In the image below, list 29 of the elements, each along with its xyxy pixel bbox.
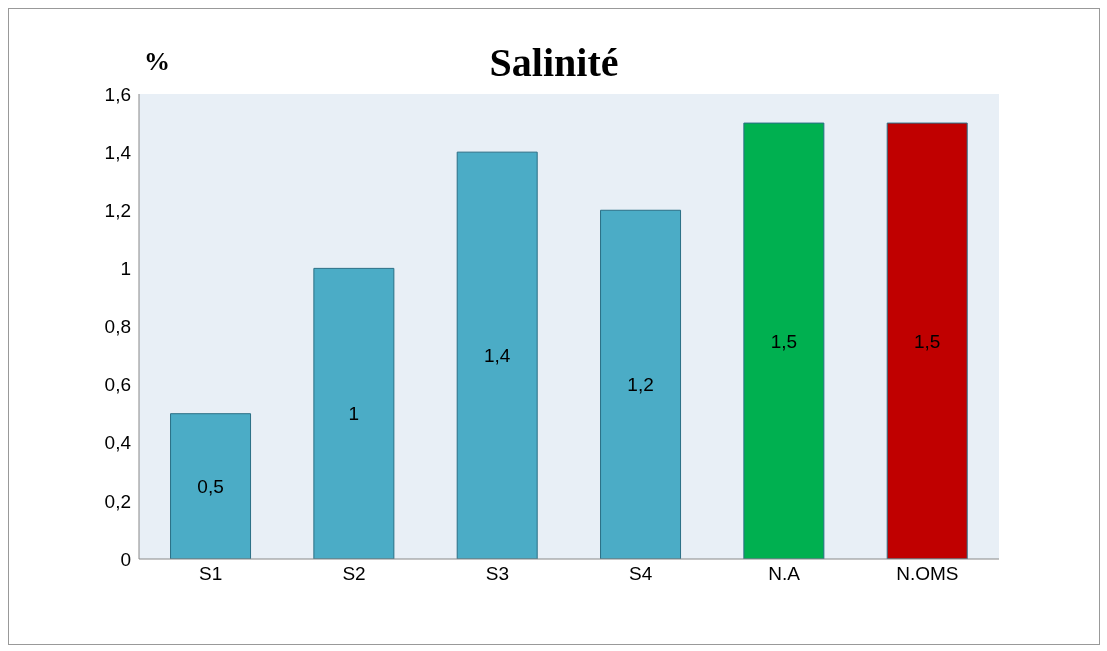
y-tick-label: 1,2 — [104, 199, 131, 221]
data-label: 1 — [348, 403, 360, 425]
y-tick-label: 0,8 — [104, 316, 131, 338]
x-tick-label: N.OMS — [896, 563, 959, 585]
bar — [743, 122, 825, 559]
y-tick-label: 0,2 — [104, 490, 131, 512]
y-axis-title: % — [144, 47, 170, 77]
y-tick-label: 1 — [120, 258, 131, 280]
data-label: 1,5 — [770, 330, 798, 352]
data-label: 0,5 — [197, 476, 224, 498]
bar — [456, 151, 538, 559]
chart-title: Salinité — [489, 40, 619, 85]
x-tick-label: S4 — [629, 563, 653, 585]
y-tick-label: 0,6 — [104, 374, 131, 396]
data-label: 1,5 — [913, 330, 941, 352]
data-label: 1,2 — [627, 374, 654, 396]
bar — [600, 209, 682, 559]
x-tick-label: N.A — [768, 563, 801, 585]
x-tick-label: S1 — [199, 563, 223, 585]
y-tick-label: 1,6 — [104, 83, 131, 105]
y-tick-label: 1,4 — [104, 141, 132, 163]
x-tick-label: S2 — [342, 563, 366, 585]
bar — [886, 122, 968, 559]
bar — [170, 413, 252, 559]
y-tick-label: 0,4 — [104, 432, 132, 454]
bar — [313, 267, 395, 559]
data-label: 1,4 — [483, 345, 511, 367]
y-tick-label: 0 — [120, 548, 131, 570]
x-tick-label: S3 — [485, 563, 509, 585]
